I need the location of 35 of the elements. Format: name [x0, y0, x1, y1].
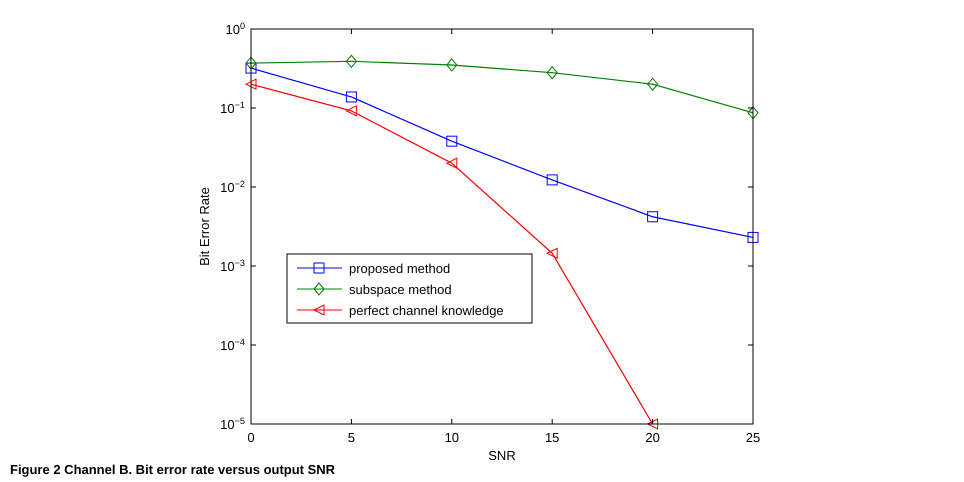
x-axis-title: SNR: [488, 448, 516, 463]
point: [246, 62, 256, 74]
point: [748, 106, 758, 120]
point: [446, 58, 458, 72]
y-tick-label: 10$^{−2}$: [220, 179, 245, 195]
point: [546, 66, 558, 80]
point: [246, 78, 256, 90]
x-tick-label: 10: [444, 430, 460, 445]
x-tick-label: 25: [746, 430, 760, 445]
x-tick-label: 15: [544, 430, 560, 445]
caption: Figure 2 Channel B. Bit error rate versus output SNR: [10, 462, 336, 477]
y-tick-label: 10$^{−5}$: [220, 416, 245, 432]
y-tick-label: 10$^{−1}$: [220, 100, 245, 116]
point: [546, 248, 558, 259]
x-tick-label: 0: [247, 430, 255, 445]
point: [346, 105, 357, 116]
y-tick-label: 10$^{−4}$: [220, 337, 245, 353]
legend-label: subspace method: [349, 282, 452, 297]
x-tick-label: 5: [348, 430, 356, 445]
x-tick-label: 20: [645, 430, 660, 445]
point: [748, 232, 758, 243]
legend-label: proposed method: [349, 261, 450, 276]
y-tick-label: 10$^{0}$: [225, 21, 245, 37]
point: [446, 136, 458, 147]
point: [346, 91, 357, 102]
point: [546, 174, 558, 186]
legend-label: perfect channel knowledge: [349, 303, 504, 318]
point: [446, 158, 458, 169]
point: [346, 54, 357, 68]
point: [246, 56, 256, 70]
point: [647, 211, 658, 222]
point: [647, 78, 658, 91]
point: [647, 418, 658, 430]
y-axis-title: Bit Error Rate: [197, 187, 212, 266]
y-tick-label: 10$^{−3}$: [220, 258, 245, 274]
